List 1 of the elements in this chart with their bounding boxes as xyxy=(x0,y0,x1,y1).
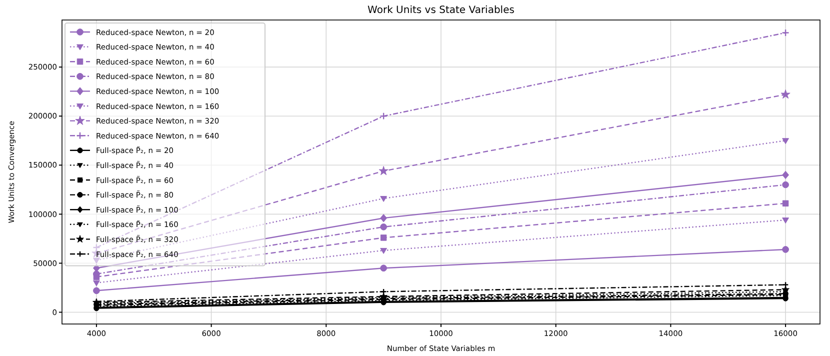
chart-title: Work Units vs State Variables xyxy=(368,5,514,16)
